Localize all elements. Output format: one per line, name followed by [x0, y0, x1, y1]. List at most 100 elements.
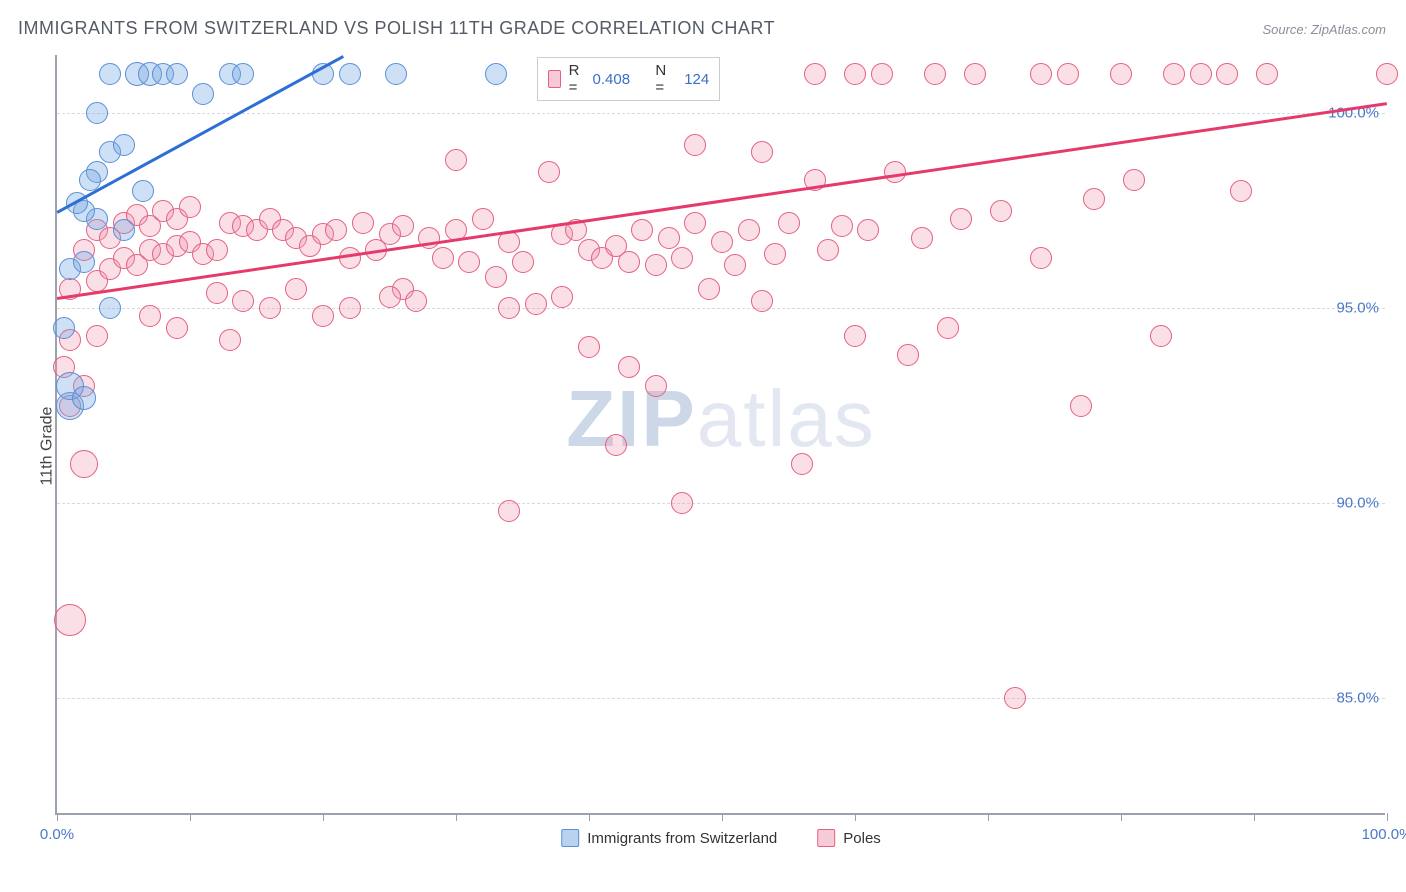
- r-value: 0.408: [593, 71, 631, 88]
- data-point: [804, 63, 826, 85]
- legend-label: Immigrants from Switzerland: [587, 830, 777, 847]
- x-tick: [589, 813, 590, 821]
- data-point: [259, 297, 281, 319]
- data-point: [113, 134, 135, 156]
- data-point: [538, 161, 560, 183]
- data-point: [219, 329, 241, 351]
- data-point: [791, 453, 813, 475]
- data-point: [937, 317, 959, 339]
- data-point: [485, 266, 507, 288]
- data-point: [405, 290, 427, 312]
- data-point: [618, 356, 640, 378]
- data-point: [964, 63, 986, 85]
- data-point: [844, 325, 866, 347]
- data-point: [206, 282, 228, 304]
- data-point: [631, 219, 653, 241]
- source-attribution: Source: ZipAtlas.com: [1262, 22, 1386, 37]
- data-point: [1216, 63, 1238, 85]
- chart-title: IMMIGRANTS FROM SWITZERLAND VS POLISH 11…: [18, 18, 775, 39]
- data-point: [86, 102, 108, 124]
- data-point: [325, 219, 347, 241]
- data-point: [86, 325, 108, 347]
- data-point: [684, 212, 706, 234]
- x-tick: [456, 813, 457, 821]
- data-point: [512, 251, 534, 273]
- data-point: [645, 375, 667, 397]
- data-point: [132, 180, 154, 202]
- data-point: [113, 219, 135, 241]
- data-point: [1030, 63, 1052, 85]
- x-tick-label: 0.0%: [40, 826, 74, 843]
- legend-item: Immigrants from Switzerland: [561, 829, 777, 847]
- x-tick: [855, 813, 856, 821]
- x-tick: [190, 813, 191, 821]
- y-tick-label: 90.0%: [1336, 495, 1379, 512]
- data-point: [498, 297, 520, 319]
- data-point: [1083, 188, 1105, 210]
- gridline: [57, 698, 1385, 699]
- data-point: [432, 247, 454, 269]
- data-point: [1004, 687, 1026, 709]
- data-point: [698, 278, 720, 300]
- data-point: [166, 317, 188, 339]
- data-point: [385, 63, 407, 85]
- x-tick: [1121, 813, 1122, 821]
- data-point: [658, 227, 680, 249]
- correlation-chart: IMMIGRANTS FROM SWITZERLAND VS POLISH 11…: [0, 0, 1406, 892]
- plot-area: ZIPatlas R =0.472N =29R =0.408N =124 Imm…: [55, 55, 1385, 815]
- x-tick-label: 100.0%: [1362, 826, 1406, 843]
- data-point: [54, 604, 86, 636]
- data-point: [1123, 169, 1145, 191]
- data-point: [871, 63, 893, 85]
- data-point: [1163, 63, 1185, 85]
- data-point: [1150, 325, 1172, 347]
- data-point: [950, 208, 972, 230]
- data-point: [352, 212, 374, 234]
- legend-item: Poles: [817, 829, 881, 847]
- legend-swatch: [561, 829, 579, 847]
- legend-label: Poles: [843, 830, 881, 847]
- n-value: 124: [679, 71, 709, 88]
- data-point: [751, 141, 773, 163]
- data-point: [139, 305, 161, 327]
- data-point: [751, 290, 773, 312]
- data-point: [1190, 63, 1212, 85]
- data-point: [392, 215, 414, 237]
- legend-swatch: [548, 70, 561, 88]
- gridline: [57, 113, 1385, 114]
- data-point: [1070, 395, 1092, 417]
- data-point: [671, 247, 693, 269]
- data-point: [73, 251, 95, 273]
- data-point: [884, 161, 906, 183]
- data-point: [312, 305, 334, 327]
- data-point: [1110, 63, 1132, 85]
- data-point: [605, 434, 627, 456]
- data-point: [166, 63, 188, 85]
- y-tick-label: 85.0%: [1336, 690, 1379, 707]
- data-point: [285, 278, 307, 300]
- data-point: [711, 231, 733, 253]
- gridline: [57, 503, 1385, 504]
- data-point: [924, 63, 946, 85]
- data-point: [724, 254, 746, 276]
- data-point: [764, 243, 786, 265]
- data-point: [99, 297, 121, 319]
- data-point: [645, 254, 667, 276]
- x-tick: [323, 813, 324, 821]
- data-point: [179, 196, 201, 218]
- data-point: [339, 63, 361, 85]
- data-point: [339, 297, 361, 319]
- data-point: [551, 286, 573, 308]
- data-point: [618, 251, 640, 273]
- data-point: [671, 492, 693, 514]
- data-point: [445, 149, 467, 171]
- data-point: [458, 251, 480, 273]
- data-point: [1256, 63, 1278, 85]
- data-point: [831, 215, 853, 237]
- data-point: [485, 63, 507, 85]
- r-label: R =: [569, 62, 585, 96]
- x-tick: [988, 813, 989, 821]
- data-point: [897, 344, 919, 366]
- gridline: [57, 308, 1385, 309]
- x-tick: [57, 813, 58, 821]
